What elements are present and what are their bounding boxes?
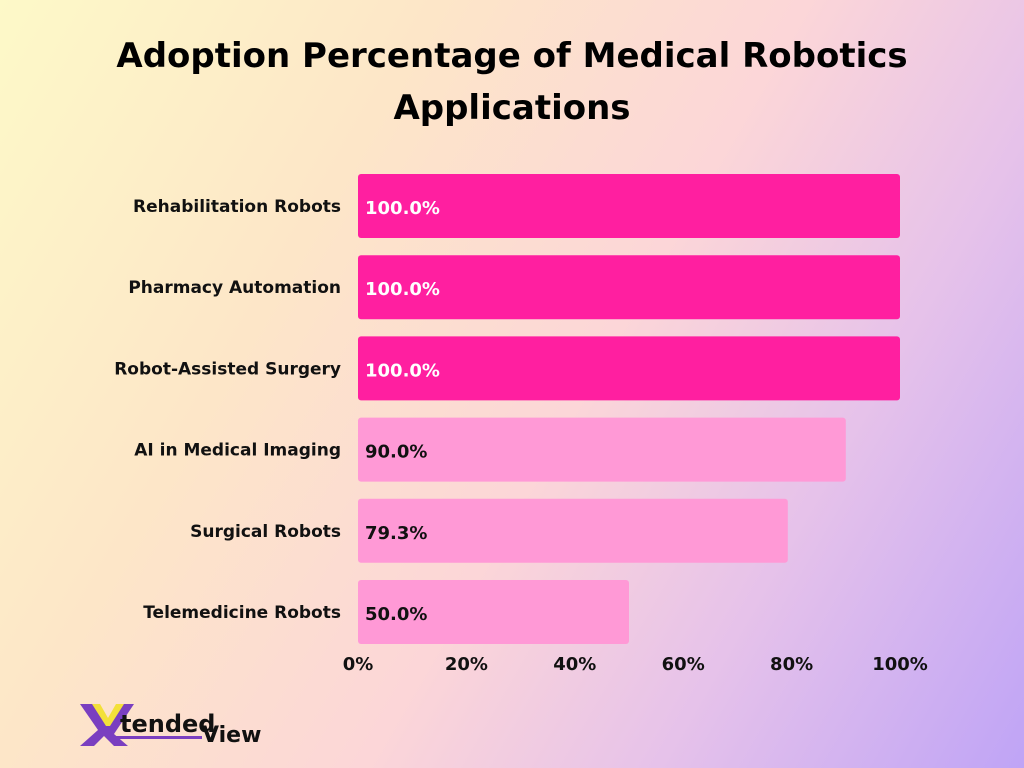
xtendedview-logo: tended View	[80, 704, 261, 748]
category-label: Rehabilitation Robots	[133, 197, 341, 217]
data-label: 100.0%	[365, 360, 440, 381]
category-label: Pharmacy Automation	[128, 278, 341, 298]
category-label: AI in Medical Imaging	[134, 441, 341, 461]
x-tick-label: 100%	[872, 654, 928, 675]
bar	[358, 174, 900, 238]
data-label: 100.0%	[365, 279, 440, 300]
svg-text:View: View	[202, 723, 261, 748]
bar	[358, 417, 846, 482]
data-label: 100.0%	[365, 198, 440, 219]
x-tick-label: 80%	[770, 654, 813, 675]
bar	[358, 255, 900, 320]
x-tick-label: 40%	[553, 654, 596, 675]
data-label: 79.3%	[365, 523, 427, 544]
category-label: Surgical Robots	[190, 522, 341, 542]
x-tick-label: 60%	[662, 654, 705, 675]
x-tick-label: 0%	[343, 654, 374, 675]
category-label: Robot-Assisted Surgery	[114, 359, 341, 379]
bar	[358, 580, 629, 644]
svg-text:tended: tended	[120, 710, 215, 738]
x-tick-label: 20%	[445, 654, 488, 675]
bar	[358, 498, 788, 563]
category-label: Telemedicine Robots	[143, 603, 341, 623]
data-label: 50.0%	[365, 604, 427, 625]
chart-title: Adoption Percentage of Medical Robotics …	[116, 36, 908, 128]
data-label: 90.0%	[365, 442, 427, 463]
bar	[358, 336, 900, 401]
